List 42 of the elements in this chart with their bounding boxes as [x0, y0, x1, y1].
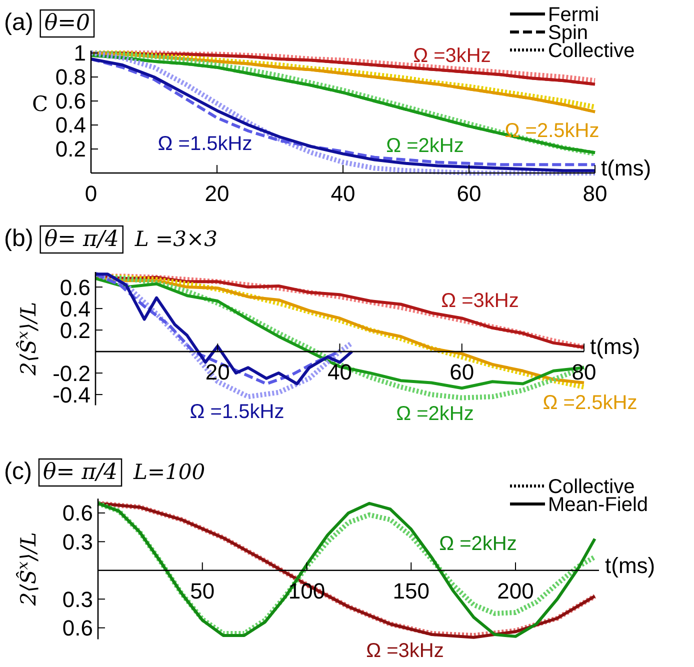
- chart-subtitle: θ= π/4: [42, 460, 118, 485]
- y-tick-label: 0.3: [62, 529, 93, 554]
- x-tick-label: 60: [456, 181, 482, 206]
- x-tick-label: 50: [190, 578, 215, 604]
- x-tick-label: 20: [205, 360, 230, 385]
- chart-title: (c): [4, 458, 32, 485]
- annotation: Ω =3kHz: [413, 45, 491, 67]
- x-tick-label: 40: [328, 360, 352, 385]
- y-tick-label: 0.4: [55, 112, 86, 138]
- annotation: Ω =2kHz: [386, 135, 464, 157]
- y-axis-title: C: [32, 92, 48, 116]
- y-tick-label: 1: [74, 40, 86, 66]
- y-tick-label: 0.6: [55, 88, 86, 114]
- annotation: Ω =3kHz: [441, 290, 519, 312]
- x-tick-label: 0: [84, 181, 98, 206]
- chart-title: (b): [4, 225, 34, 252]
- y-tick-label: 0.6: [62, 616, 93, 641]
- x-tick-label: 20: [204, 181, 230, 206]
- annotation: Ω =2kHz: [396, 403, 474, 425]
- y-tick-label: 0.3: [62, 586, 93, 612]
- x-axis-title: t(ms): [605, 552, 656, 578]
- text: L=100: [132, 460, 206, 484]
- x-tick-label: 80: [572, 360, 596, 385]
- annotation: Ω =2.5kHz: [542, 392, 638, 414]
- y-tick-label: 0.8: [55, 64, 86, 90]
- annotation: Ω =2kHz: [439, 533, 517, 555]
- x-axis-title: t(ms): [590, 334, 640, 359]
- x-tick-label: 150: [392, 578, 430, 604]
- y-tick-label: 0.2: [55, 136, 86, 162]
- x-tick-label: 80: [582, 181, 608, 206]
- text: Ω =3kHz: [366, 640, 444, 662]
- chart-title: (a): [4, 9, 34, 36]
- annotation: Ω =1.5kHz: [190, 401, 284, 423]
- chart-subtitle: θ= π/4: [44, 227, 119, 252]
- y-tick-label: 0.6: [62, 500, 93, 526]
- annotation: Ω =1.5kHz: [158, 133, 252, 155]
- x-tick-label: 40: [330, 181, 356, 206]
- x-tick-label: 60: [450, 360, 474, 385]
- chart-subtitle: θ=0: [44, 11, 90, 36]
- x-axis-title: t(ms): [601, 155, 652, 180]
- text: L =3×3: [134, 227, 218, 251]
- x-tick-label: 200: [497, 578, 534, 604]
